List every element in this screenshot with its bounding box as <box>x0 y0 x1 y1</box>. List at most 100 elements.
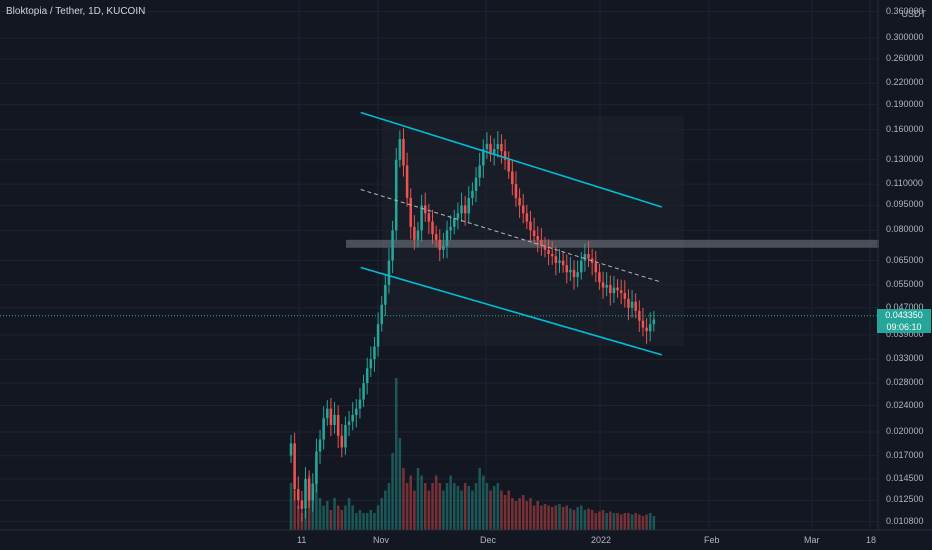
candle-body <box>474 177 478 191</box>
candle-body <box>532 230 536 236</box>
candle-body <box>445 230 449 246</box>
candle-body <box>293 443 296 490</box>
volume-bar <box>394 378 398 530</box>
candle-body <box>438 239 442 250</box>
volume-bar <box>638 514 641 530</box>
volume-bar <box>365 513 369 530</box>
volume-bar <box>467 486 471 530</box>
trend-lines[interactable] <box>360 111 663 356</box>
candle-body <box>300 500 304 509</box>
time-tick-label: Feb <box>704 535 720 545</box>
volume-bar <box>634 513 637 530</box>
price-tick-label: 0.010800 <box>886 515 924 526</box>
candle-body <box>471 190 474 198</box>
volume-bar <box>558 504 561 530</box>
candle-body <box>369 359 373 369</box>
candle-body <box>467 197 471 214</box>
volume-bar <box>540 505 543 530</box>
volume-bar <box>402 468 405 530</box>
volume-bar <box>485 483 489 530</box>
candle-body <box>376 324 380 347</box>
candle-body <box>550 254 554 257</box>
volume-bar <box>384 490 387 530</box>
candle-body <box>351 414 354 422</box>
candle-body <box>590 258 594 263</box>
volume-bar <box>576 507 579 530</box>
volume-bar <box>463 483 467 530</box>
candle-body <box>398 138 402 160</box>
candle-body <box>336 414 340 436</box>
volume-bar <box>398 438 402 530</box>
volume-bar <box>420 475 423 530</box>
time-tick-label: Dec <box>480 535 497 545</box>
volume-bar <box>648 513 652 530</box>
candle-body <box>489 143 492 155</box>
candle-body <box>482 149 485 166</box>
candle-body <box>547 249 550 255</box>
volume-bar <box>438 483 442 530</box>
candle-body <box>594 262 598 273</box>
volume-bar <box>329 510 333 530</box>
channel-upper-line <box>360 111 663 208</box>
volume-bar <box>514 501 518 530</box>
candle-body <box>373 346 376 360</box>
resistance-zone[interactable] <box>346 239 879 248</box>
volume-bar <box>376 505 380 530</box>
price-tick-label: 0.095000 <box>886 199 924 210</box>
price-tick-label: 0.065000 <box>886 254 924 265</box>
volume-bar <box>296 505 300 530</box>
candle-body <box>289 443 293 456</box>
volume-bar <box>474 483 478 530</box>
volume-bar <box>387 483 391 530</box>
volume-bar <box>336 505 340 530</box>
volume-bar <box>478 468 481 530</box>
volume-bar <box>518 498 521 530</box>
price-tick-label: 0.080000 <box>886 224 924 235</box>
volume-bar <box>293 490 296 530</box>
candle-body <box>500 143 503 152</box>
candle-body <box>326 408 329 419</box>
candle-body <box>565 265 569 273</box>
volume-bar <box>619 514 623 530</box>
price-tick-label: 0.360000 <box>886 5 924 16</box>
candle-body <box>529 221 532 231</box>
time-tick-label: Nov <box>373 535 390 545</box>
time-tick-label: 11 <box>297 535 307 545</box>
time-tick-label: 18 <box>866 535 877 545</box>
price-tick-label: 0.047000 <box>886 301 924 312</box>
price-tick-label: 0.055000 <box>886 278 924 289</box>
volume-bar <box>373 513 376 530</box>
volume-bar <box>565 505 569 530</box>
volume-bar <box>569 508 572 530</box>
candle-body <box>503 151 507 160</box>
candle-body <box>434 234 438 240</box>
candle-body <box>394 159 398 231</box>
candle-body <box>449 226 452 231</box>
candle-body <box>420 205 423 231</box>
volume-bar <box>616 513 619 530</box>
volume-bar <box>351 505 354 530</box>
volume-bar <box>453 483 456 530</box>
volume-bar <box>460 490 463 530</box>
volume-bar <box>630 514 634 530</box>
candle-body <box>391 230 394 261</box>
volume-bar <box>322 505 325 530</box>
price-tick-label: 0.020000 <box>886 426 924 437</box>
price-tick-label: 0.220000 <box>886 77 924 88</box>
volume-bar <box>511 498 514 530</box>
volume-bar <box>572 510 576 530</box>
volume-bar <box>482 475 485 530</box>
candle-body <box>347 421 351 425</box>
price-unit-label: USDT <box>901 9 927 19</box>
candle-body <box>358 399 362 409</box>
candle-body <box>623 293 627 299</box>
candle-body <box>507 159 510 172</box>
candle-body <box>384 284 387 305</box>
candle-body <box>641 320 645 328</box>
candle-body <box>485 143 489 150</box>
volume-bar <box>380 498 383 530</box>
volume-bar <box>289 483 293 530</box>
candle-body <box>405 165 409 198</box>
volume-bar <box>391 453 394 530</box>
